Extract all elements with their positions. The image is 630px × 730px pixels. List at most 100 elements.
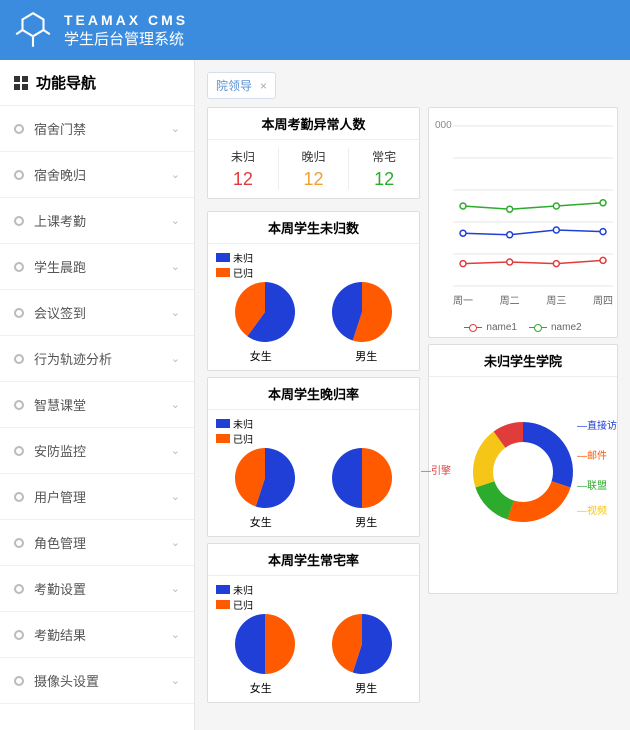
main-content: 院领导 × 本周考勤异常人数 未归12晚归12常宅12 本周学生未归数 未归已归… xyxy=(195,60,630,730)
legend-label: 未归 xyxy=(233,250,253,265)
pie-label: 男生 xyxy=(355,680,377,696)
chevron-down-icon: ⌄ xyxy=(171,214,180,227)
sidebar-item-label: 安防监控 xyxy=(34,441,86,460)
sidebar-item[interactable]: 摄像头设置⌄ xyxy=(0,658,194,704)
sidebar-item-label: 考勤设置 xyxy=(34,579,86,598)
donut-label: —邮件 xyxy=(577,447,607,462)
legend-label: 已归 xyxy=(233,597,253,612)
svg-text:周二: 周二 xyxy=(500,295,520,307)
pin-icon xyxy=(14,492,24,502)
legend-label: 未归 xyxy=(233,582,253,597)
legend-item: name2 xyxy=(529,322,582,333)
pin-icon xyxy=(14,170,24,180)
line-chart-card: 000周一周二周三周四 name1name2 xyxy=(428,107,618,338)
sidebar-item[interactable]: 学生晨跑 ⌄ xyxy=(0,244,194,290)
sidebar-item-label: 智慧课堂 xyxy=(34,395,86,414)
stat-value: 12 xyxy=(349,169,419,190)
pin-icon xyxy=(14,354,24,364)
sidebar-item[interactable]: 行为轨迹分析⌄ xyxy=(0,336,194,382)
chevron-down-icon: ⌄ xyxy=(171,168,180,181)
pin-icon xyxy=(14,400,24,410)
sidebar-item[interactable]: 宿舍门禁 ⌄ xyxy=(0,106,194,152)
stat-item: 未归12 xyxy=(208,148,279,190)
legend-label: 已归 xyxy=(233,431,253,446)
pie-chart xyxy=(235,614,295,674)
sidebar-item-label: 会议签到 xyxy=(34,303,86,322)
pin-icon xyxy=(14,124,24,134)
donut-label: —视频 xyxy=(577,502,607,517)
stat-label: 晚归 xyxy=(279,148,349,165)
nav-title-text: 功能导航 xyxy=(36,72,96,93)
sidebar-item[interactable]: 用户管理 ⌄ xyxy=(0,474,194,520)
donut-label: —引擎 xyxy=(421,462,451,477)
donut-label: —联盟 xyxy=(577,477,607,492)
stats-card-title: 本周考勤异常人数 xyxy=(208,108,419,140)
svg-text:周一: 周一 xyxy=(453,295,473,307)
donut-chart xyxy=(453,397,593,547)
sidebar-item-label: 摄像头设置 xyxy=(34,671,99,690)
brand-title: TEAMAX CMS xyxy=(64,12,188,28)
pie-card: 本周学生未归数 未归已归 女生男生 xyxy=(207,211,420,371)
stats-card: 本周考勤异常人数 未归12晚归12常宅12 xyxy=(207,107,420,199)
pie-card: 本周学生常宅率 未归已归 女生 男生 xyxy=(207,543,420,703)
legend-label: 未归 xyxy=(233,416,253,431)
pin-icon xyxy=(14,308,24,318)
sidebar-item[interactable]: 角色管理 ⌄ xyxy=(0,520,194,566)
svg-text:周四: 周四 xyxy=(593,295,613,307)
pin-icon xyxy=(14,630,24,640)
chevron-down-icon: ⌄ xyxy=(171,582,180,595)
pin-icon xyxy=(14,262,24,272)
chevron-down-icon: ⌄ xyxy=(171,306,180,319)
stat-value: 12 xyxy=(279,169,349,190)
chevron-down-icon: ⌄ xyxy=(171,122,180,135)
pie-chart xyxy=(332,448,392,508)
logo-icon xyxy=(12,9,54,51)
pie-chart xyxy=(332,614,392,674)
chevron-down-icon: ⌄ xyxy=(171,352,180,365)
sidebar-item[interactable]: 安防监控⌄ xyxy=(0,428,194,474)
sidebar-item[interactable]: 上课考勤 ⌄ xyxy=(0,198,194,244)
sidebar-item[interactable]: 会议签到 ⌄ xyxy=(0,290,194,336)
pie-card-title: 本周学生常宅率 xyxy=(208,544,419,576)
tab-bar: 院领导 × xyxy=(207,72,618,99)
pie-chart xyxy=(332,282,392,342)
pie-card: 本周学生晚归率 未归已归 女生 男生 xyxy=(207,377,420,537)
sidebar-item-label: 考勤结果 xyxy=(34,625,86,644)
chevron-down-icon: ⌄ xyxy=(171,490,180,503)
pie-label: 女生 xyxy=(250,348,272,364)
stat-label: 常宅 xyxy=(349,148,419,165)
pin-icon xyxy=(14,584,24,594)
line-chart: 000周一周二周三周四 xyxy=(433,116,613,311)
sidebar-item-label: 宿舍门禁 xyxy=(34,119,86,138)
tab-active[interactable]: 院领导 × xyxy=(207,72,276,99)
sidebar-item-label: 角色管理 xyxy=(34,533,86,552)
pin-icon xyxy=(14,446,24,456)
chevron-down-icon: ⌄ xyxy=(171,628,180,641)
pin-icon xyxy=(14,676,24,686)
chevron-down-icon: ⌄ xyxy=(171,260,180,273)
pie-label: 男生 xyxy=(355,348,377,364)
sidebar-item[interactable]: 考勤结果 ⌄ xyxy=(0,612,194,658)
legend-label: 已归 xyxy=(233,265,253,280)
svg-text:000: 000 xyxy=(435,120,452,131)
chevron-down-icon: ⌄ xyxy=(171,536,180,549)
stat-item: 常宅 12 xyxy=(349,148,419,190)
tab-label: 院领导 xyxy=(216,77,252,94)
close-icon[interactable]: × xyxy=(260,79,267,93)
pie-card-title: 本周学生晚归率 xyxy=(208,378,419,410)
sidebar-item[interactable]: 智慧课堂⌄ xyxy=(0,382,194,428)
pie-label: 女生 xyxy=(250,680,272,696)
sidebar-item[interactable]: 考勤设置 ⌄ xyxy=(0,566,194,612)
stat-value: 12 xyxy=(208,169,278,190)
sidebar-item-label: 学生晨跑 xyxy=(34,257,86,276)
pin-icon xyxy=(14,216,24,226)
sidebar-item-label: 用户管理 xyxy=(34,487,86,506)
pie-label: 男生 xyxy=(355,514,377,530)
grid-icon xyxy=(14,76,28,90)
sidebar-item[interactable]: 宿舍晚归 ⌄ xyxy=(0,152,194,198)
sidebar-item-label: 宿舍晚归 xyxy=(34,165,86,184)
sidebar-item-label: 上课考勤 xyxy=(34,211,86,230)
pie-label: 女生 xyxy=(250,514,272,530)
pin-icon xyxy=(14,538,24,548)
donut-label: —直接访 xyxy=(577,417,617,432)
